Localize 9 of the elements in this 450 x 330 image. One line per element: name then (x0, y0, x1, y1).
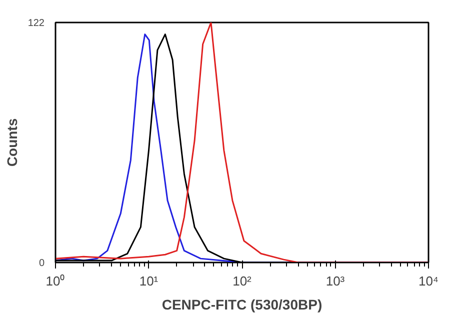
y-tick-label: 122 (28, 18, 45, 29)
y-tick-label: 0 (38, 258, 45, 269)
x-tick-label: 10² (232, 274, 252, 288)
x-tick-label: 10³ (326, 274, 346, 288)
y-axis-title: Counts (4, 118, 20, 167)
x-tick-label: 10⁰ (46, 274, 66, 288)
x-axis-title: CENPC-FITC (530/30BP) (162, 296, 322, 312)
x-tick-label: 10⁴ (418, 274, 439, 288)
x-tick-label: 10¹ (139, 274, 159, 288)
